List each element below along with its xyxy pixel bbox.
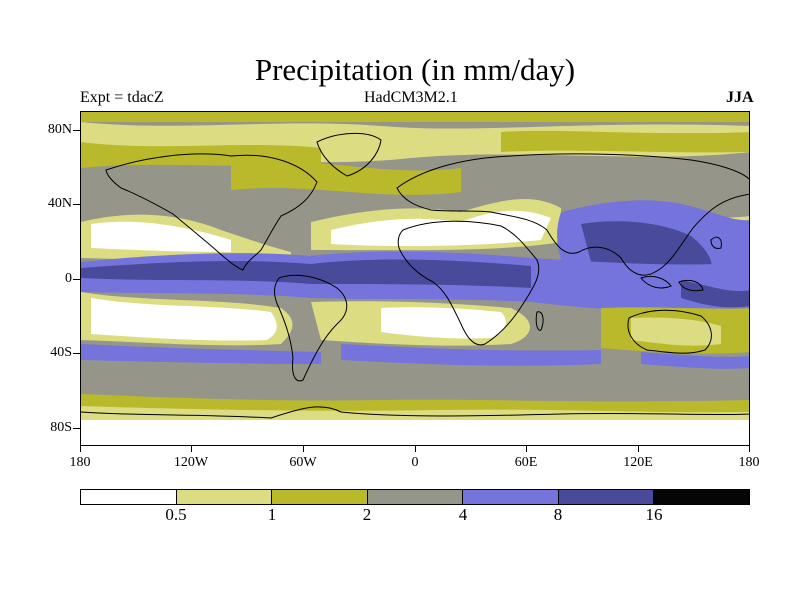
x-tick-label: 180 [69,455,91,470]
x-tick-label: 180 [738,455,760,470]
y-tick [73,279,80,280]
colorbar-box [367,490,464,504]
x-tick [191,446,192,452]
y-tick-label: 40S [50,345,72,360]
x-tick [80,446,81,452]
x-tick [749,446,750,452]
colorbar-label: 2 [362,505,372,524]
x-tick-label: 60E [514,455,538,470]
colorbar-box [558,490,655,504]
x-tick-label: 0 [411,455,419,470]
precipitation-map [80,111,750,446]
precipitation-fields [81,112,749,445]
chart-title: Precipitation (in mm/day) [254,52,576,87]
x-tick [303,446,304,452]
colorbar-label: 8 [553,505,563,524]
y-tick-label: 0 [65,271,72,286]
colorbar-box [176,490,273,504]
colorbar [80,489,750,505]
season-label: JJA [726,89,754,106]
y-tick-label: 40N [47,196,72,211]
colorbar-box [463,490,559,504]
coastlines [81,132,749,419]
y-tick-label: 80S [50,420,72,435]
x-tick [526,446,527,452]
y-tick [73,428,80,429]
x-tick-label: 60W [289,455,317,470]
x-tick-label: 120W [173,455,209,470]
colorbar-label: 16 [645,505,663,524]
colorbar-box [654,490,750,504]
model-label: HadCM3M2.1 [364,89,458,106]
y-tick [73,204,80,205]
y-tick [73,353,80,354]
colorbar-label: 4 [458,505,468,524]
colorbar-label: 1 [267,505,277,524]
colorbar-label: 0.5 [165,505,187,524]
x-tick [415,446,416,452]
colorbar-box [272,490,368,504]
y-tick [73,130,80,131]
colorbar-box [81,490,177,504]
y-tick-label: 80N [47,122,72,137]
x-tick [638,446,639,452]
x-tick-label: 120E [623,455,653,470]
experiment-label: Expt = tdacZ [80,89,164,106]
